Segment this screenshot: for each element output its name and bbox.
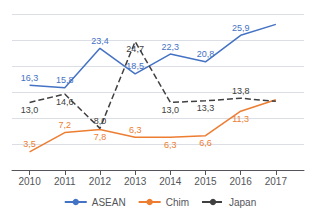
svg-text:20,8: 20,8 — [197, 49, 215, 59]
svg-text:23,4: 23,4 — [91, 36, 109, 46]
svg-text:6,3: 6,3 — [129, 125, 142, 135]
svg-text:8,0: 8,0 — [94, 116, 107, 126]
svg-text:3,5: 3,5 — [23, 139, 36, 149]
svg-text:22,3: 22,3 — [162, 42, 180, 52]
svg-text:14,6: 14,6 — [56, 97, 74, 107]
svg-text:2015: 2015 — [194, 176, 217, 187]
svg-text:2017: 2017 — [265, 176, 288, 187]
svg-text:13,0: 13,0 — [162, 105, 180, 115]
svg-text:2014: 2014 — [159, 176, 182, 187]
svg-text:2011: 2011 — [54, 176, 76, 187]
svg-text:18,5: 18,5 — [126, 61, 144, 71]
svg-text:13,8: 13,8 — [232, 86, 250, 96]
svg-text:Chim: Chim — [166, 197, 189, 208]
svg-text:Japan: Japan — [229, 197, 256, 208]
svg-text:2016: 2016 — [230, 176, 253, 187]
svg-text:6,3: 6,3 — [164, 140, 177, 150]
svg-text:2013: 2013 — [124, 176, 147, 187]
svg-text:7,2: 7,2 — [59, 120, 72, 130]
svg-text:25,9: 25,9 — [232, 23, 250, 33]
svg-text:13,3: 13,3 — [197, 103, 215, 113]
svg-text:2012: 2012 — [89, 176, 112, 187]
svg-text:7,8: 7,8 — [94, 132, 107, 142]
svg-text:ASEAN: ASEAN — [92, 197, 126, 208]
svg-text:15,8: 15,8 — [56, 75, 74, 85]
svg-text:16,3: 16,3 — [21, 73, 39, 83]
svg-text:13,0: 13,0 — [21, 105, 39, 115]
svg-text:11,3: 11,3 — [232, 114, 249, 124]
svg-text:24,7: 24,7 — [126, 44, 144, 54]
svg-text:2010: 2010 — [18, 176, 41, 187]
svg-text:6,6: 6,6 — [199, 138, 212, 148]
